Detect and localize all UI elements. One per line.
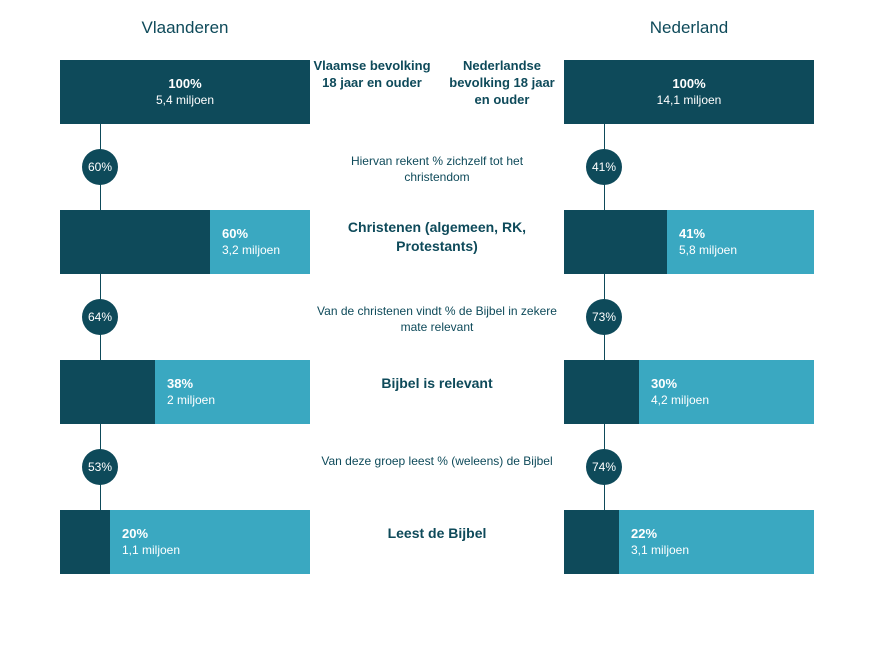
bar-fill-light: 60%3,2 miljoen: [210, 210, 310, 274]
bar-fill-light: 30%4,2 miljoen: [639, 360, 814, 424]
funnel-bar: 100%5,4 miljoen: [60, 60, 310, 124]
center-bold-label: Bijbel is relevant: [317, 374, 557, 393]
funnel-bar: 22%3,1 miljoen: [564, 510, 814, 574]
right-column-title: Nederland: [564, 18, 814, 38]
bar-sub-label: 3,1 miljoen: [631, 543, 689, 559]
bar-fill-light: 22%3,1 miljoen: [619, 510, 814, 574]
bar-fill-dark: 100%14,1 miljoen: [564, 60, 814, 124]
center-bold-label: Christenen (algemeen, RK, Protestants): [317, 218, 557, 256]
bar-fill-dark: [60, 360, 155, 424]
bar-sub-label: 5,4 miljoen: [156, 93, 214, 109]
bar-sub-label: 2 miljoen: [167, 393, 215, 409]
funnel-circle-label: 53%: [82, 449, 118, 485]
bar-fill-light: 20%1,1 miljoen: [110, 510, 310, 574]
center-small-label: Hiervan rekent % zichzelf tot het christ…: [317, 153, 557, 185]
funnel-bar: 41%5,8 miljoen: [564, 210, 814, 274]
funnel-circle-label: 73%: [586, 299, 622, 335]
bar-percent-label: 60%: [222, 226, 248, 243]
bar-sub-label: 14,1 miljoen: [657, 93, 722, 109]
bar-fill-dark: [60, 210, 210, 274]
bar-sub-label: 3,2 miljoen: [222, 243, 280, 259]
center-small-label: Van de christenen vindt % de Bijbel in z…: [317, 303, 557, 335]
bar-percent-label: 41%: [679, 226, 705, 243]
funnel-circle-label: 74%: [586, 449, 622, 485]
bar-sub-label: 4,2 miljoen: [651, 393, 709, 409]
center-bold-label: Leest de Bijbel: [317, 524, 557, 543]
bar-percent-label: 38%: [167, 376, 193, 393]
funnel-bar: 38%2 miljoen: [60, 360, 310, 424]
left-column-title: Vlaanderen: [60, 18, 310, 38]
bar-fill-light: 41%5,8 miljoen: [667, 210, 814, 274]
funnel-bar: 30%4,2 miljoen: [564, 360, 814, 424]
center-row0-left: Vlaamse bevolking 18 jaar en ouder: [307, 58, 437, 109]
center-row0-right: Nederlandse bevolking 18 jaar en ouder: [437, 58, 567, 109]
bar-percent-label: 20%: [122, 526, 148, 543]
funnel-circle-label: 60%: [82, 149, 118, 185]
bar-fill-dark: [60, 510, 110, 574]
bar-fill-dark: [564, 510, 619, 574]
bar-sub-label: 5,8 miljoen: [679, 243, 737, 259]
center-row0-split: Vlaamse bevolking 18 jaar en ouderNederl…: [307, 58, 567, 109]
bar-percent-label: 100%: [672, 76, 705, 93]
funnel-circle-label: 64%: [82, 299, 118, 335]
bar-sub-label: 1,1 miljoen: [122, 543, 180, 559]
funnel-circle-label: 41%: [586, 149, 622, 185]
center-small-label: Van deze groep leest % (weleens) de Bijb…: [317, 453, 557, 469]
bar-percent-label: 22%: [631, 526, 657, 543]
bar-fill-light: 38%2 miljoen: [155, 360, 310, 424]
bar-fill-dark: 100%5,4 miljoen: [60, 60, 310, 124]
bar-fill-dark: [564, 210, 667, 274]
bar-percent-label: 30%: [651, 376, 677, 393]
funnel-bar: 20%1,1 miljoen: [60, 510, 310, 574]
bar-fill-dark: [564, 360, 639, 424]
funnel-bar: 60%3,2 miljoen: [60, 210, 310, 274]
funnel-bar: 100%14,1 miljoen: [564, 60, 814, 124]
bar-percent-label: 100%: [168, 76, 201, 93]
